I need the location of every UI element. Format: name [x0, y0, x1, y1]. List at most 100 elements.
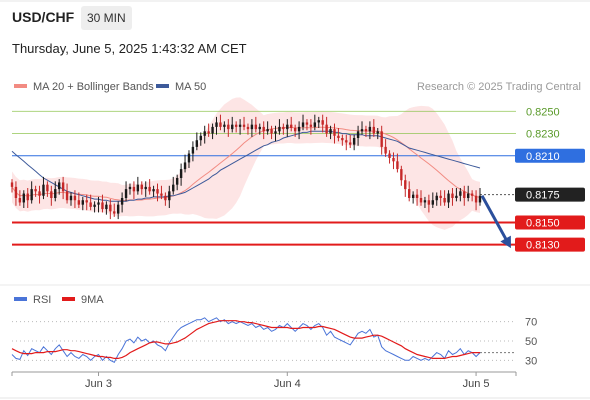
candle-body	[160, 193, 163, 196]
last-price-badge	[515, 187, 585, 202]
candle	[18, 190, 22, 206]
candle	[34, 185, 37, 197]
candle-body	[317, 120, 320, 123]
candle-body	[388, 153, 391, 158]
candle-body	[10, 182, 14, 187]
candle	[400, 165, 403, 186]
pivot-label: 0.8210	[526, 151, 560, 163]
candle-body	[278, 126, 281, 132]
main-legend: MA 20 + Bollinger Bands MA 50	[14, 81, 206, 93]
candle-body	[349, 142, 352, 145]
candle	[250, 119, 254, 137]
candle	[439, 190, 442, 206]
candle	[435, 192, 438, 206]
candle	[179, 163, 183, 186]
candle-body	[270, 129, 273, 134]
rsi-tick-label: 70	[525, 317, 537, 329]
candle-body	[286, 124, 289, 130]
candle-body	[57, 182, 61, 190]
candle	[415, 189, 419, 206]
candle	[380, 125, 383, 155]
candle	[333, 123, 336, 144]
candle-body	[447, 193, 450, 203]
candle-body	[242, 124, 246, 127]
timeframe-badge[interactable]: 30 MIN	[81, 6, 132, 30]
candle	[57, 179, 61, 195]
candle	[419, 190, 423, 206]
candle	[325, 116, 328, 137]
candle	[388, 150, 391, 164]
forecast-arrow-head	[500, 235, 511, 249]
candle-body	[341, 138, 344, 141]
candle-body	[203, 131, 206, 136]
candle-body	[18, 198, 22, 203]
candle-body	[22, 193, 25, 203]
forecast-arrow	[480, 195, 511, 249]
candle-body	[140, 184, 143, 190]
candle	[474, 190, 478, 211]
candle-body	[195, 140, 199, 147]
candle	[219, 114, 222, 131]
candle-body	[54, 189, 57, 198]
candle-body	[246, 126, 250, 130]
candle-body	[156, 189, 159, 194]
rsi-tick-label: 50	[525, 336, 537, 348]
legend-rsi-swatch	[14, 297, 27, 301]
candle	[187, 150, 191, 168]
candle-body	[301, 122, 305, 127]
candle-body	[164, 195, 167, 201]
candle	[77, 192, 81, 208]
candle	[313, 114, 317, 131]
candle-body	[207, 131, 210, 134]
candle-body	[297, 126, 301, 132]
candle-body	[152, 189, 155, 192]
candle	[463, 185, 466, 206]
candle	[290, 116, 293, 132]
candle	[321, 114, 324, 133]
candle-body	[30, 189, 33, 201]
candle	[396, 153, 399, 173]
candle	[274, 125, 277, 142]
candle	[431, 192, 435, 208]
candle-body	[415, 194, 419, 198]
candle	[364, 125, 368, 137]
candle-body	[219, 122, 222, 127]
candle-body	[187, 153, 191, 163]
level-badges: 0.8250 0.8230 0.8210 0.8175 0.8150 0.8130	[515, 106, 585, 252]
candle-body	[262, 126, 265, 132]
candle-body	[329, 129, 332, 134]
candle	[113, 203, 116, 217]
candle-body	[400, 169, 403, 181]
candle-body	[42, 184, 45, 196]
candle-body	[274, 131, 277, 134]
candle	[341, 134, 344, 146]
candle	[345, 134, 348, 151]
candle	[368, 121, 372, 140]
candle-body	[337, 135, 340, 138]
support-badge	[515, 215, 585, 230]
candle-body	[120, 198, 124, 205]
legend-ma20-label: MA 20 + Bollinger Bands	[33, 81, 154, 93]
candle-body	[396, 161, 399, 170]
candle	[211, 123, 214, 140]
candle-body	[128, 186, 132, 190]
bollinger-band-fill	[12, 97, 480, 230]
candle-body	[459, 191, 462, 196]
candle	[447, 190, 450, 208]
candle-body	[423, 200, 427, 203]
candle-body	[321, 120, 324, 125]
candle-body	[384, 146, 387, 154]
candle	[317, 116, 320, 128]
candle-body	[408, 189, 411, 198]
candle	[349, 134, 352, 148]
candle-body	[65, 191, 69, 201]
candle-body	[250, 124, 254, 130]
candle	[81, 196, 84, 211]
candle-body	[419, 198, 423, 203]
candle	[148, 179, 151, 195]
candle	[195, 132, 199, 151]
candle-body	[199, 135, 202, 141]
candle	[262, 121, 265, 140]
bollinger-bands	[12, 97, 480, 230]
candle	[286, 119, 289, 137]
